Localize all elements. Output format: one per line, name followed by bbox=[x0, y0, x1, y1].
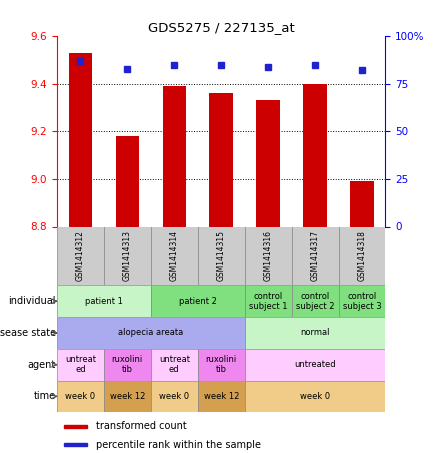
Bar bbox=[350, 181, 374, 226]
Bar bbox=[57, 285, 151, 317]
Text: transformed count: transformed count bbox=[96, 421, 187, 432]
Bar bbox=[245, 317, 385, 349]
Text: GSM1414318: GSM1414318 bbox=[357, 231, 367, 281]
Bar bbox=[245, 285, 292, 317]
Bar bbox=[198, 381, 245, 412]
Text: ruxolini
tib: ruxolini tib bbox=[205, 355, 237, 374]
Bar bbox=[64, 425, 87, 428]
Bar bbox=[57, 381, 104, 412]
Bar bbox=[245, 381, 385, 412]
Bar bbox=[64, 443, 87, 446]
Text: time: time bbox=[34, 391, 56, 401]
Bar bbox=[151, 226, 198, 285]
Bar bbox=[104, 381, 151, 412]
Bar bbox=[162, 86, 186, 226]
Title: GDS5275 / 227135_at: GDS5275 / 227135_at bbox=[148, 21, 295, 34]
Bar bbox=[292, 226, 339, 285]
Text: disease state: disease state bbox=[0, 328, 56, 338]
Bar bbox=[57, 349, 104, 381]
Bar bbox=[151, 285, 245, 317]
Text: agent: agent bbox=[28, 360, 56, 370]
Bar bbox=[69, 53, 92, 226]
Bar bbox=[198, 226, 245, 285]
Bar bbox=[198, 349, 245, 381]
Text: GSM1414315: GSM1414315 bbox=[217, 231, 226, 281]
Bar bbox=[292, 285, 339, 317]
Bar bbox=[116, 136, 139, 226]
Text: week 0: week 0 bbox=[300, 392, 330, 401]
Text: individual: individual bbox=[8, 296, 56, 306]
Text: patient 2: patient 2 bbox=[179, 297, 217, 306]
Text: GSM1414314: GSM1414314 bbox=[170, 231, 179, 281]
Bar bbox=[245, 226, 292, 285]
Bar bbox=[151, 381, 198, 412]
Bar bbox=[303, 84, 327, 226]
Text: GSM1414317: GSM1414317 bbox=[311, 231, 320, 281]
Bar bbox=[151, 349, 198, 381]
Text: week 12: week 12 bbox=[110, 392, 145, 401]
Text: untreat
ed: untreat ed bbox=[65, 355, 96, 374]
Text: week 0: week 0 bbox=[65, 392, 95, 401]
Text: control
subject 1: control subject 1 bbox=[249, 292, 287, 311]
Bar bbox=[57, 226, 104, 285]
Text: untreated: untreated bbox=[294, 360, 336, 369]
Text: control
subject 2: control subject 2 bbox=[296, 292, 334, 311]
Text: GSM1414312: GSM1414312 bbox=[76, 231, 85, 281]
Text: ruxolini
tib: ruxolini tib bbox=[112, 355, 143, 374]
Bar bbox=[104, 349, 151, 381]
Text: GSM1414313: GSM1414313 bbox=[123, 231, 132, 281]
Text: patient 1: patient 1 bbox=[85, 297, 123, 306]
Bar bbox=[339, 226, 385, 285]
Bar bbox=[57, 317, 245, 349]
Text: GSM1414316: GSM1414316 bbox=[264, 231, 272, 281]
Text: normal: normal bbox=[300, 328, 330, 337]
Bar bbox=[209, 93, 233, 226]
Bar bbox=[256, 101, 280, 226]
Bar bbox=[339, 285, 385, 317]
Bar bbox=[245, 349, 385, 381]
Text: week 12: week 12 bbox=[204, 392, 239, 401]
Text: percentile rank within the sample: percentile rank within the sample bbox=[96, 440, 261, 450]
Text: control
subject 3: control subject 3 bbox=[343, 292, 381, 311]
Text: week 0: week 0 bbox=[159, 392, 189, 401]
Text: alopecia areata: alopecia areata bbox=[118, 328, 184, 337]
Bar bbox=[104, 226, 151, 285]
Text: untreat
ed: untreat ed bbox=[159, 355, 190, 374]
